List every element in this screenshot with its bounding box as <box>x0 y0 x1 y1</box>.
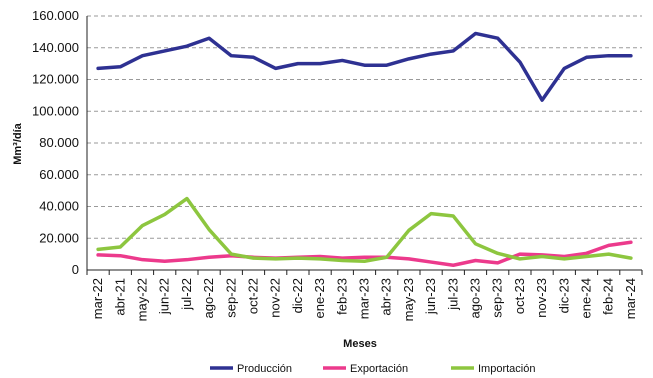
x-tick-label: may-22 <box>135 278 150 321</box>
x-tick-label: abr-23 <box>379 278 394 316</box>
y-tick-label: 0 <box>72 262 79 277</box>
y-tick-label: 80.000 <box>39 135 79 150</box>
x-tick-label: sep-22 <box>223 278 238 318</box>
y-tick-label: 40.000 <box>39 199 79 214</box>
x-tick-label: jul-23 <box>445 278 460 311</box>
x-tick-label: nov-22 <box>268 278 283 318</box>
series-line <box>96 196 633 264</box>
x-tick-label: feb-24 <box>601 278 616 315</box>
x-tick-label: oct-23 <box>512 278 527 314</box>
series-line <box>96 31 633 102</box>
x-tick-label: ago-23 <box>468 278 483 318</box>
x-tick-label: nov-23 <box>534 278 549 318</box>
y-tick-label: 20.000 <box>39 230 79 245</box>
legend: Producción Exportación Importación <box>210 363 535 375</box>
y-tick-label: 160.000 <box>32 8 79 23</box>
legend-label: Importación <box>478 363 535 375</box>
y-axis-title: Mm³/día <box>12 122 24 164</box>
x-tick-label: mar-22 <box>90 278 105 319</box>
x-tick-label: ene-23 <box>312 278 327 318</box>
y-tick-label: 140.000 <box>32 40 79 55</box>
legend-label: Producción <box>237 363 292 375</box>
x-tick-label: jul-22 <box>179 278 194 311</box>
x-tick-label: jun-22 <box>157 278 172 315</box>
x-tick-label: ene-24 <box>579 278 594 318</box>
x-tick-label: dic-22 <box>290 278 305 313</box>
axes <box>86 16 643 275</box>
x-tick-label: sep-23 <box>490 278 505 318</box>
x-tick-label: mar-23 <box>357 278 372 319</box>
x-axis-title: Meses <box>343 338 377 350</box>
legend-label: Exportación <box>350 363 408 375</box>
series-lines <box>96 31 633 267</box>
x-tick-label: jun-23 <box>423 278 438 315</box>
x-tick-labels: mar-22 abr-21 may-22 jun-22 jul-22 ago-22 sep-… <box>90 278 638 321</box>
x-tick-label: mar-24 <box>623 278 638 319</box>
y-tick-label: 120.000 <box>32 72 79 87</box>
x-tick-label: feb-23 <box>334 278 349 315</box>
y-tick-label: 100.000 <box>32 103 79 118</box>
x-tick-label: ago-22 <box>201 278 216 318</box>
x-tick-label: may-23 <box>401 278 416 321</box>
x-tick-label: oct-22 <box>246 278 261 314</box>
x-tick-label: dic-23 <box>556 278 571 313</box>
y-tick-label: 60.000 <box>39 167 79 182</box>
x-tick-label: abr-21 <box>112 278 127 316</box>
y-tick-labels: 0 20.000 40.000 60.000 80.000 100.000 120.000 1… <box>32 8 79 277</box>
